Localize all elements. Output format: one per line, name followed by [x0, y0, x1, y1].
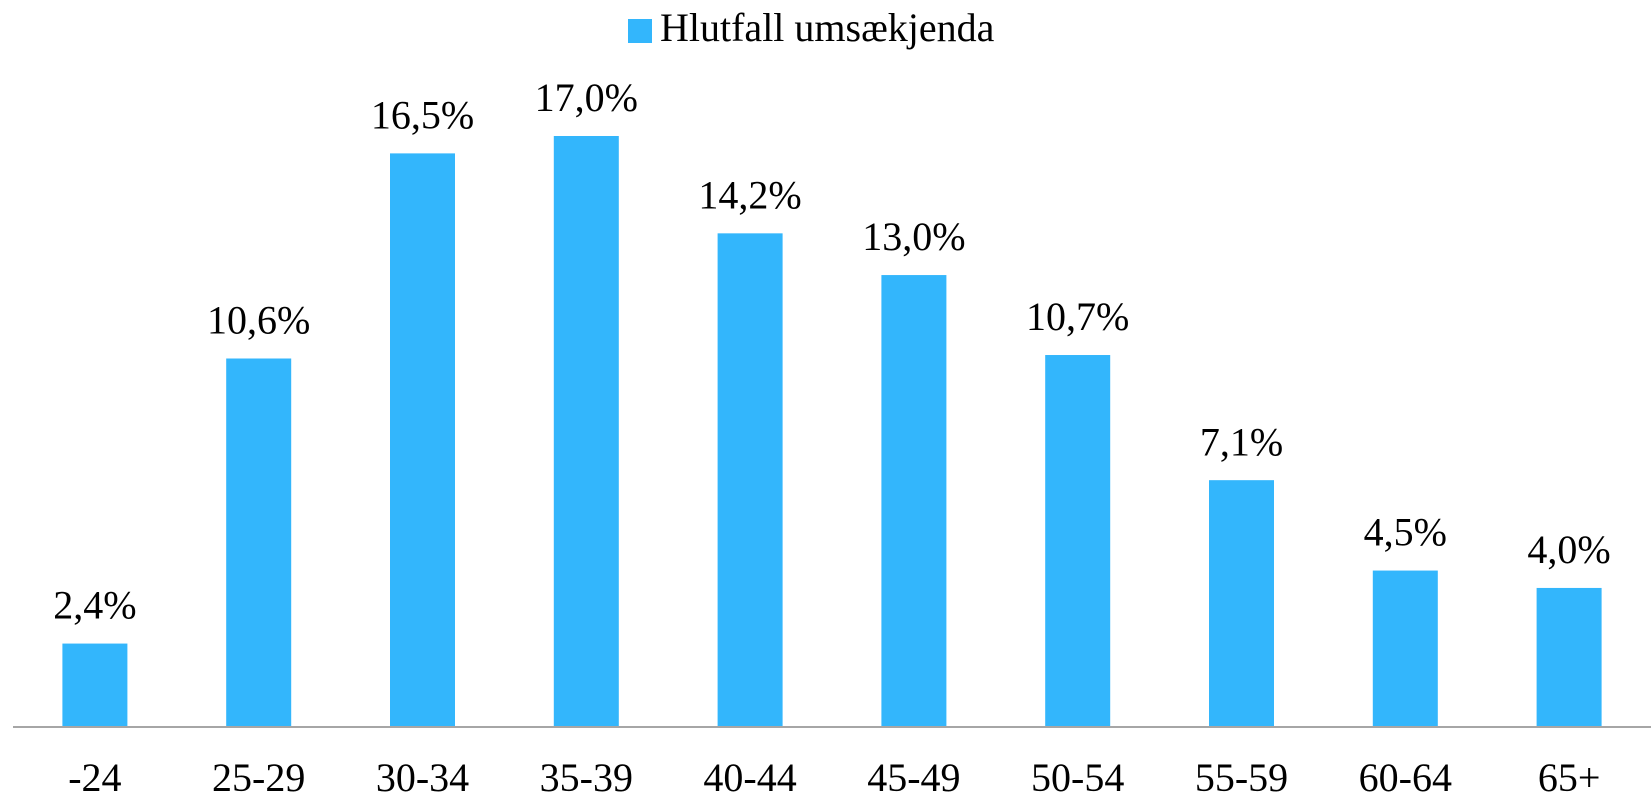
legend: Hlutfall umsækjenda [628, 5, 995, 50]
bar [1209, 480, 1274, 727]
data-label: 4,5% [1364, 510, 1447, 555]
bar [717, 233, 783, 727]
data-label: 13,0% [862, 214, 965, 259]
data-label: 10,7% [1026, 294, 1129, 339]
data-label: 10,6% [207, 298, 310, 343]
bar [62, 643, 128, 727]
x-tick-label: 45-49 [867, 755, 960, 800]
legend-swatch [628, 19, 652, 43]
bar [390, 153, 455, 728]
bar [1536, 587, 1602, 727]
bar [1372, 570, 1438, 727]
data-label: 7,1% [1200, 419, 1283, 464]
x-tick-label: 30-34 [376, 755, 469, 800]
x-tick-label: 60-64 [1359, 755, 1452, 800]
data-label: 17,0% [535, 75, 638, 120]
data-label: 16,5% [371, 93, 474, 138]
x-tick-label: 40-44 [703, 755, 796, 800]
bar [553, 136, 619, 727]
bar [1045, 355, 1111, 727]
bar [881, 275, 947, 727]
x-tick-label: 35-39 [540, 755, 633, 800]
x-tick-label: 65+ [1538, 755, 1601, 800]
data-label: 14,2% [698, 173, 801, 218]
legend-label: Hlutfall umsækjenda [660, 5, 995, 50]
x-tick-label: -24 [68, 755, 121, 800]
data-label: 4,0% [1527, 527, 1610, 572]
data-label: 2,4% [53, 583, 136, 628]
bar [226, 358, 292, 727]
x-tick-label: 25-29 [212, 755, 305, 800]
x-tick-label: 50-54 [1031, 755, 1124, 800]
x-tick-label: 55-59 [1195, 755, 1288, 800]
